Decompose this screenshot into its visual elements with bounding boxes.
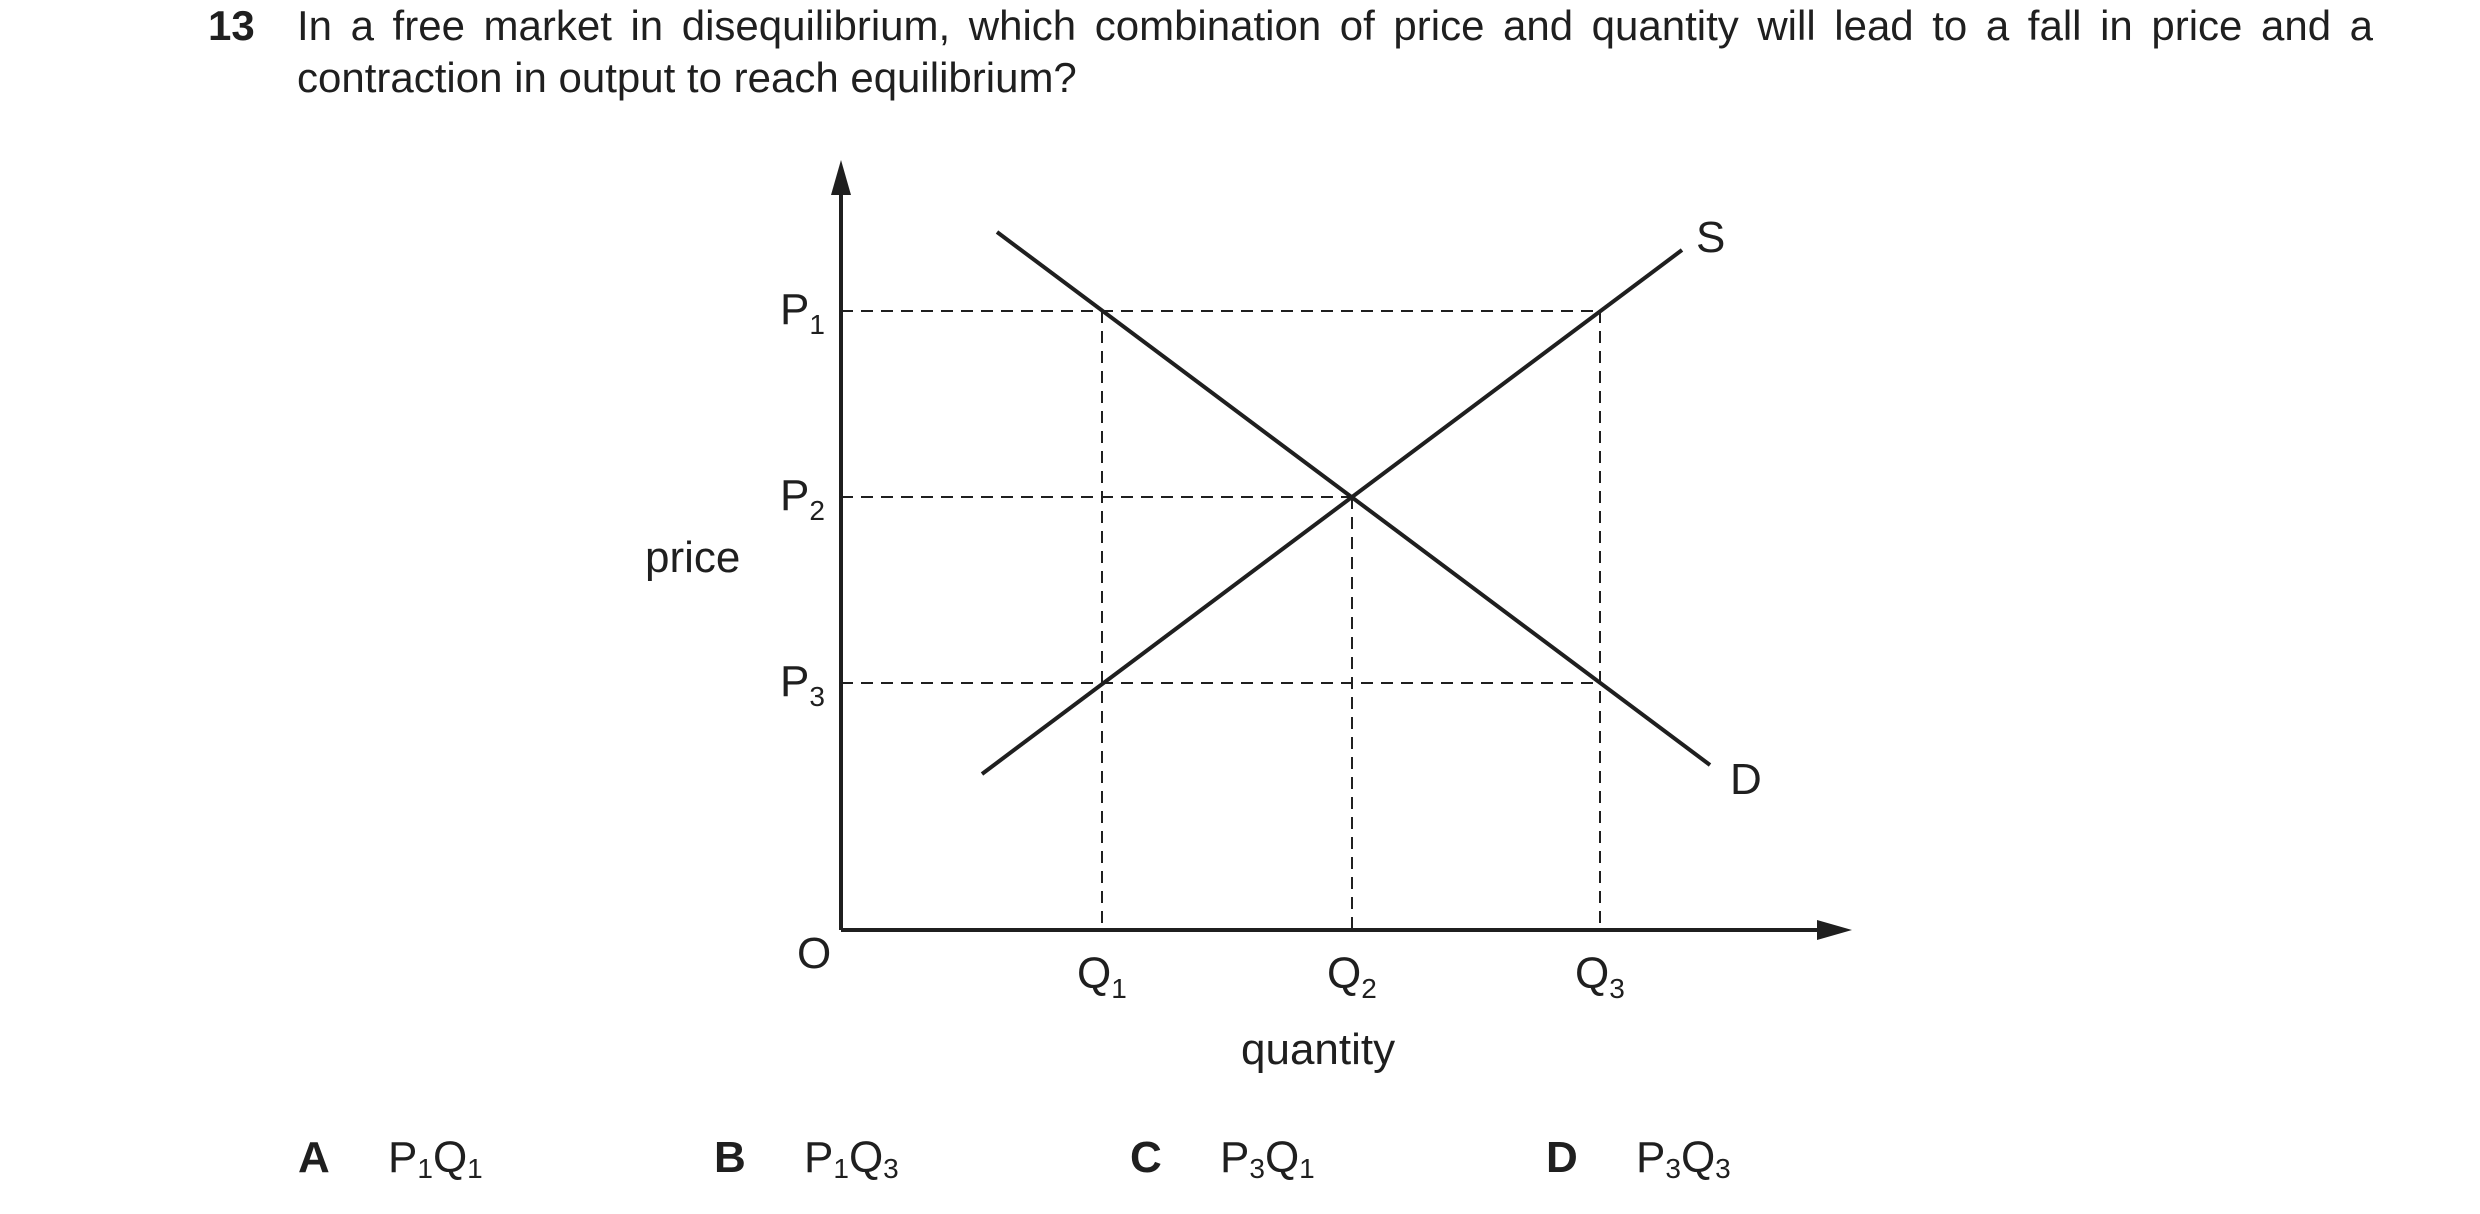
x-axis-arrow-icon — [1817, 920, 1852, 940]
supply-label: S — [1696, 213, 1725, 262]
option-d-letter: D — [1546, 1133, 1578, 1182]
demand-curve — [995, 230, 1712, 767]
y-axis-label: price — [645, 533, 740, 582]
quantity-tick-label-q2: Q2 — [1327, 949, 1377, 1004]
option-d-value: P3Q3 — [1636, 1133, 1731, 1184]
option-c-value: P3Q1 — [1220, 1133, 1315, 1184]
option-a-value: P1Q1 — [388, 1133, 483, 1184]
price-tick-label-p1: P1 — [780, 285, 825, 340]
option-b-letter: B — [714, 1133, 746, 1182]
price-tick-label-p2: P2 — [780, 471, 825, 526]
option-c-letter: C — [1130, 1133, 1162, 1182]
question-number: 13 — [208, 2, 255, 49]
question-text: In a free market in disequilibrium, whic… — [297, 2, 2373, 101]
demand-label: D — [1730, 755, 1762, 804]
quantity-tick-label-q1: Q1 — [1077, 949, 1127, 1004]
y-axis-arrow-icon — [831, 160, 851, 195]
option-a-letter: A — [298, 1133, 330, 1182]
option-b-value: P1Q3 — [804, 1133, 899, 1184]
x-axis-label: quantity — [1241, 1025, 1395, 1074]
supply-curve — [980, 248, 1684, 776]
price-tick-label-p3: P3 — [780, 657, 825, 712]
origin-label: O — [797, 929, 831, 978]
quantity-tick-label-q3: Q3 — [1575, 949, 1625, 1004]
